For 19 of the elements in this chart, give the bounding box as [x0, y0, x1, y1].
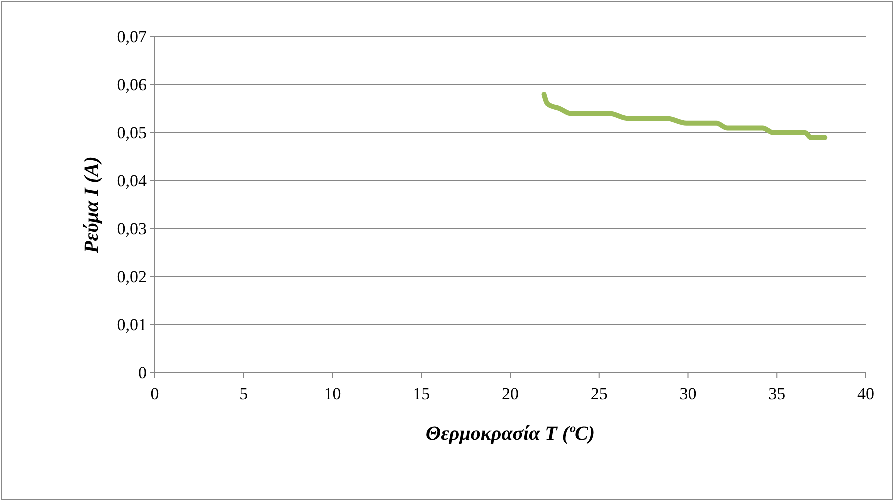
x-tick-label: 40 — [858, 384, 874, 404]
y-tick-label: 0,04 — [117, 171, 148, 190]
x-tick-label: 35 — [768, 384, 786, 404]
y-tick-label: 0 — [138, 363, 147, 382]
x-tick-label: 0 — [150, 384, 160, 404]
y-tick-label: 0,05 — [117, 123, 147, 142]
y-tick-label: 0,06 — [117, 75, 147, 94]
y-tick-label: 0,02 — [117, 267, 147, 286]
y-tick-label: 0,03 — [117, 219, 147, 238]
x-tick-label: 10 — [324, 384, 342, 404]
x-axis-title: Θερμοκρασία T (ºC) — [426, 423, 596, 445]
x-tick-label: 20 — [502, 384, 519, 404]
x-tick-label: 25 — [590, 384, 608, 404]
x-tick-label: 30 — [680, 384, 697, 404]
x-tick-label: 15 — [413, 384, 430, 404]
y-tick-label: 0,07 — [117, 27, 148, 46]
y-tick-label: 0,01 — [117, 315, 147, 334]
x-tick-label: 5 — [240, 384, 248, 404]
y-axis-title: Ρεύμα I (A) — [81, 156, 103, 254]
